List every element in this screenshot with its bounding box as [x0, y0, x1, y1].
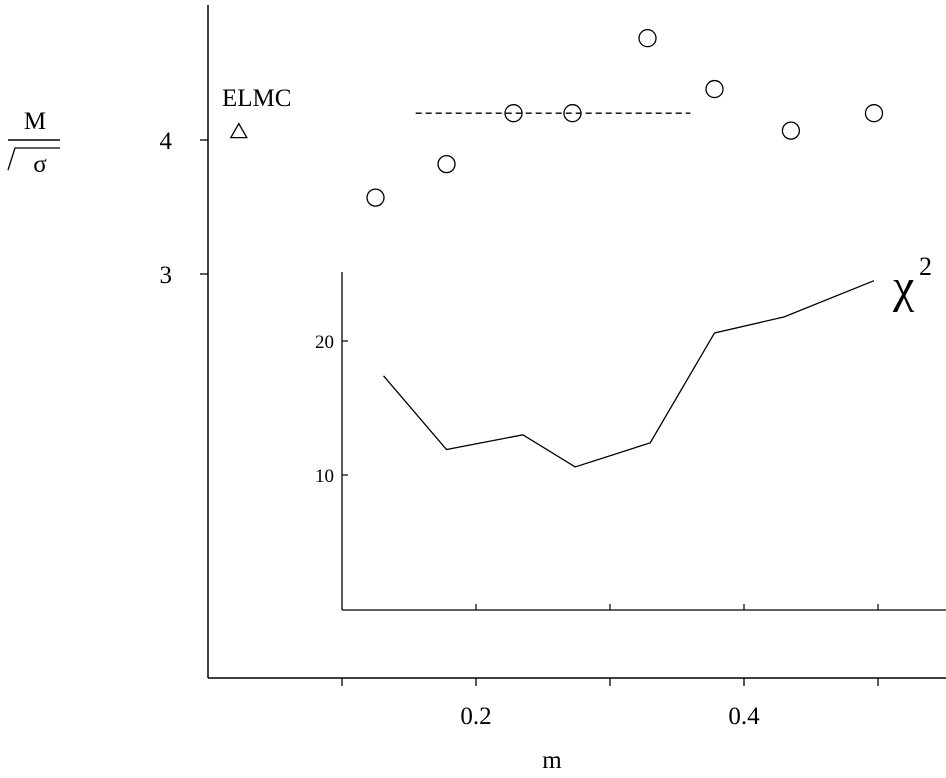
inset-y-label-superscript: 2: [919, 252, 932, 281]
elmc-triangle-marker: [229, 122, 248, 139]
data-point-circle: [563, 104, 582, 123]
main-scatter-points: [366, 29, 884, 207]
main-x-axis-label: m: [542, 747, 562, 774]
data-point-circle: [864, 104, 884, 123]
main-y-label-numerator: M: [24, 108, 46, 135]
elmc-label: ELMC: [222, 85, 291, 112]
main-y-label-sqrt-sign: [7, 147, 60, 171]
data-point-circle: [638, 29, 657, 48]
inset-y-tick-label: 20: [315, 332, 334, 353]
chi-squared-series-line: [383, 280, 875, 468]
data-point-circle: [504, 104, 523, 123]
data-point-circle: [781, 121, 801, 140]
main-axes: 0.2 0.4 43 m: [160, 5, 946, 774]
main-y-ticks: 43: [160, 128, 208, 289]
inset-y-label-chi: χ: [892, 260, 915, 313]
main-y-tick-label: 4: [160, 128, 173, 155]
main-x-tick-label: 0.2: [460, 703, 491, 730]
inset-x-ticks: [475, 604, 879, 610]
data-point-circle: [437, 154, 456, 174]
data-point-circle: [366, 188, 385, 207]
main-y-label-denominator: σ: [33, 151, 47, 178]
main-y-axis-label: M σ: [7, 108, 60, 178]
inset-y-axis-label: χ 2: [892, 252, 932, 313]
main-y-tick-label: 3: [160, 262, 173, 289]
main-x-tick-label: 0.4: [728, 703, 760, 730]
main-x-ticks: 0.2 0.4: [341, 678, 879, 730]
data-point-circle: [705, 79, 724, 99]
inset-y-tick-label: 10: [315, 466, 334, 487]
elmc-annotation: ELMC: [222, 85, 291, 139]
